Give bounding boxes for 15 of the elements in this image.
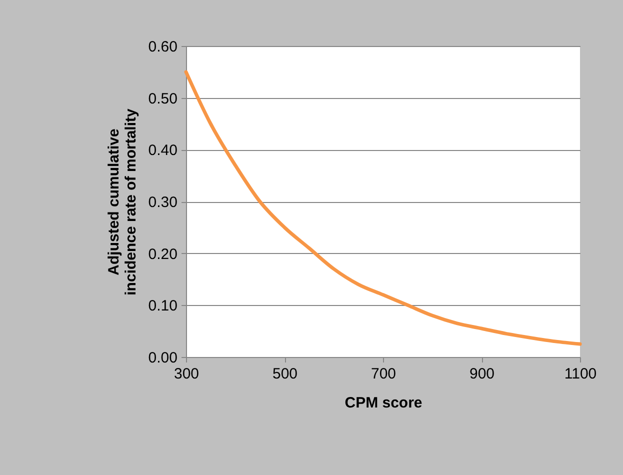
x-tick-label: 900 xyxy=(469,366,495,382)
y-tick-label: 0.00 xyxy=(148,350,178,366)
x-tick-label: 500 xyxy=(272,366,298,382)
y-axis-title: Adjusted cumulative incidence rate of mortality xyxy=(105,108,140,296)
line-series xyxy=(184,70,582,346)
x-axis-title: CPM score xyxy=(344,394,422,412)
y-tick-label: 0.20 xyxy=(148,246,178,263)
y-tick-label: 0.50 xyxy=(148,90,178,108)
x-tick-label: 700 xyxy=(370,366,396,382)
y-tick-label: 0.10 xyxy=(148,298,178,315)
x-tick-label: 1100 xyxy=(564,366,597,382)
y-tick-label: 0.40 xyxy=(148,142,178,160)
y-tick-label: 0.30 xyxy=(148,194,178,211)
y-tick-label: 0.60 xyxy=(148,38,178,56)
x-tick-label: 300 xyxy=(174,366,200,382)
